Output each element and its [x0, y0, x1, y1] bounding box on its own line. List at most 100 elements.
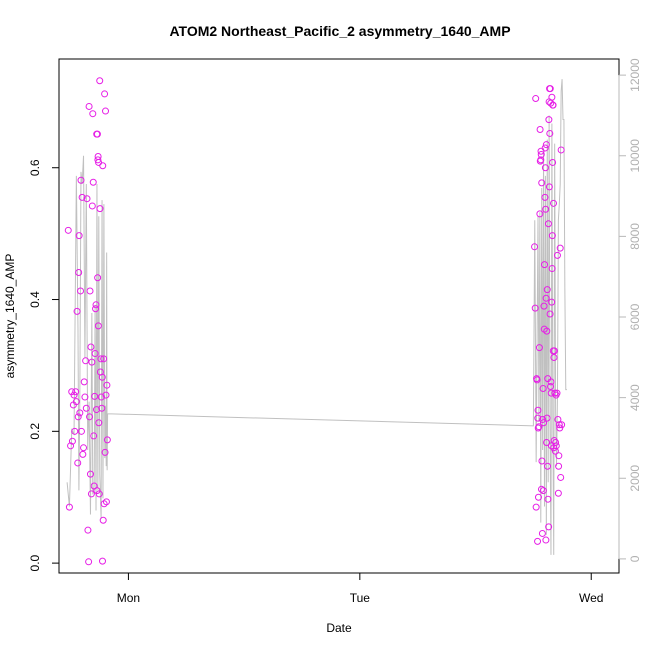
data-point — [531, 243, 539, 251]
data-point — [64, 226, 72, 234]
data-point — [94, 274, 102, 282]
data-point — [551, 447, 559, 455]
data-point — [84, 526, 92, 534]
data-point — [550, 199, 558, 207]
data-point — [533, 376, 541, 384]
data-point — [93, 130, 101, 138]
y2-tick-label: 10000 — [628, 139, 642, 173]
value-line-layer — [66, 79, 567, 555]
data-point — [539, 384, 547, 392]
data-point — [71, 427, 79, 435]
data-point — [545, 183, 553, 191]
data-point — [549, 158, 557, 166]
data-point — [540, 261, 548, 269]
data-point — [99, 162, 107, 170]
data-point — [541, 193, 549, 201]
data-point — [545, 116, 553, 124]
data-point — [534, 414, 542, 422]
data-point — [86, 470, 94, 478]
data-point — [87, 343, 95, 351]
data-point — [548, 232, 556, 240]
data-point — [102, 107, 110, 115]
y2-tick-label: 4000 — [628, 384, 642, 411]
data-point — [542, 536, 550, 544]
data-point — [89, 110, 97, 118]
y-tick-label: 0.0 — [28, 554, 42, 571]
data-point — [91, 392, 99, 400]
data-point — [547, 383, 554, 391]
data-point — [535, 423, 543, 431]
data-point — [78, 193, 86, 201]
data-point — [554, 489, 562, 497]
data-point — [538, 179, 546, 187]
data-point — [539, 487, 547, 495]
data-point — [557, 146, 565, 154]
data-point — [68, 437, 76, 445]
data-point — [89, 178, 97, 186]
data-point — [534, 406, 542, 414]
points-layer — [64, 77, 566, 566]
data-point — [544, 462, 551, 470]
data-point — [558, 421, 566, 429]
data-point — [552, 439, 560, 447]
data-point — [95, 490, 103, 498]
data-point — [532, 503, 540, 511]
y2-tick-label: 2000 — [628, 465, 642, 492]
data-point — [552, 442, 560, 450]
data-point — [548, 265, 556, 273]
data-point — [99, 516, 107, 524]
data-point — [549, 101, 557, 109]
data-point — [555, 452, 563, 460]
data-point — [540, 419, 548, 427]
data-point — [90, 432, 98, 440]
data-point — [543, 327, 551, 335]
data-point — [102, 391, 110, 399]
data-point — [74, 459, 82, 467]
x-axis-label: Date — [326, 621, 352, 635]
data-point — [544, 220, 552, 228]
y2-tick-label: 0 — [628, 555, 642, 562]
data-point — [96, 205, 104, 213]
data-point — [539, 415, 547, 423]
data-point — [547, 442, 555, 450]
y-tick-label: 0.2 — [28, 423, 42, 440]
data-point — [88, 202, 96, 210]
data-point — [98, 373, 106, 381]
chart-title: ATOM2 Northeast_Pacific_2 asymmetry_1640… — [169, 23, 510, 39]
x-axis: Mon Tue Wed — [117, 572, 603, 605]
data-point — [542, 141, 550, 149]
data-point — [543, 286, 551, 294]
data-point — [557, 473, 565, 481]
y-tick-label: 0.4 — [28, 291, 42, 308]
data-point — [77, 427, 85, 435]
data-point — [67, 442, 75, 450]
data-point — [101, 448, 109, 456]
data-point — [545, 523, 553, 531]
data-point — [541, 144, 549, 152]
data-point — [97, 355, 105, 363]
y2-tick-label: 12000 — [628, 58, 642, 92]
data-point — [83, 195, 91, 203]
data-point — [541, 164, 549, 172]
data-point — [550, 354, 558, 362]
y-tick-label: 0.6 — [28, 159, 42, 176]
data-point — [76, 409, 84, 417]
data-point — [543, 439, 551, 447]
data-point — [95, 419, 103, 427]
x-tick-label: Wed — [579, 591, 603, 605]
data-point — [96, 77, 104, 85]
data-point — [556, 244, 564, 252]
data-point — [98, 404, 106, 412]
data-point — [86, 413, 94, 421]
data-point — [537, 485, 545, 493]
y-axis-label: asymmetry_1640_AMP — [3, 254, 17, 379]
y-axis-right: 0 2000 4000 6000 8000 10000 12000 — [618, 58, 642, 562]
data-point — [536, 126, 544, 134]
data-point — [100, 355, 108, 363]
data-point — [534, 493, 542, 501]
data-point — [79, 450, 87, 458]
data-point — [537, 151, 545, 159]
data-point — [82, 404, 90, 412]
data-point — [532, 95, 540, 103]
